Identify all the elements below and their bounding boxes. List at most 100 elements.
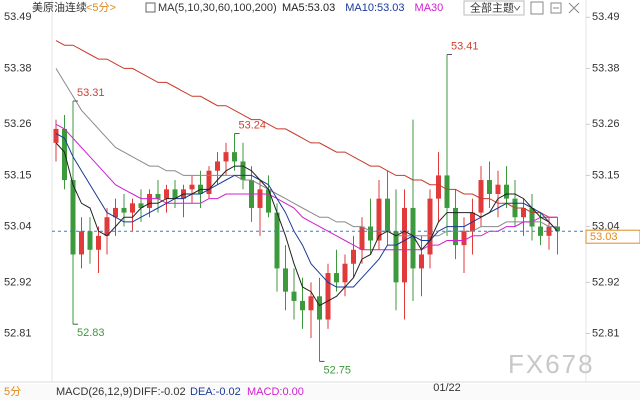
high-label: 53.24 [239,119,267,131]
candle-body [359,226,365,250]
candle-body [147,194,152,208]
symbol: 美原油连续 [32,0,87,14]
y-tick-label: 53.38 [4,62,32,74]
candle-body [223,152,229,162]
ma-line [55,68,558,237]
candle-body [410,207,416,269]
ma-line [55,133,558,288]
candle-body [461,231,467,246]
macd-value: MACD:0.00 [247,386,304,398]
candle-body [521,207,526,218]
y-tick-label-right: 53.04 [592,220,620,232]
candle-body [189,184,195,190]
theme-button-label[interactable]: 全部主题 [470,0,514,14]
candle-body [164,189,169,199]
y-tick-label-right: 52.81 [592,327,620,339]
high-label: 53.41 [451,40,479,52]
theme-button[interactable] [463,0,525,16]
legend-entry: MA10:53.03 [345,2,404,14]
y-tick-label-right: 53.15 [592,169,620,181]
candle-body [487,180,492,194]
y-tick-label-right: 53.38 [592,62,620,74]
candle-body [478,180,484,213]
high-label: 53.31 [77,87,105,99]
ma-line [55,123,558,251]
watermark: FX678 [508,349,595,379]
zoom-icon[interactable] [550,2,562,14]
candle-body [308,296,314,311]
candle-body [155,194,161,199]
x-tick-label: 01/22 [433,382,461,394]
candle-body [376,198,382,241]
candle-body [291,291,297,301]
settings-icon[interactable] [530,1,544,15]
y-tick-label: 53.04 [4,220,32,232]
low-label: 52.75 [324,364,352,376]
candle-body [240,161,246,181]
candle-body [317,296,322,320]
candle-body [334,273,339,283]
candle-body [130,203,135,213]
candle-body [172,189,178,199]
candle-body [53,128,59,143]
legend: MA5:53.03 MA10:53.03 MA30 [282,2,443,14]
candle-body [351,249,356,264]
ma-line [55,40,558,218]
candle-body [427,198,433,255]
macd-diff: DIFF:-0.02 [133,386,186,398]
period[interactable]: <5分> [86,1,116,14]
legend-entry: MA30 [415,2,444,14]
y-tick-label: 53.26 [4,118,32,130]
candle-body [87,231,93,250]
candle-body [274,212,280,269]
y-tick-label: 53.49 [4,11,32,23]
y-tick-label-right: 53.26 [592,118,620,130]
candle-body [266,189,271,213]
candle-body [138,203,144,208]
last-price-box [585,229,640,244]
candle-body [402,207,407,283]
y-tick-label: 52.92 [4,276,32,288]
candle-body [257,189,263,208]
candle-body [232,152,237,162]
y-tick-label-right: 52.92 [592,276,620,288]
candle-body [113,207,118,218]
legend-entry: MA5:53.03 [282,2,335,14]
candle-body [555,226,560,232]
candle-body [215,161,220,171]
candle-body [393,231,399,283]
candle-body [436,175,441,199]
candle-body [368,226,373,241]
candle-body [504,184,509,199]
footer-period[interactable]: 5分 [4,385,21,398]
candle-body [444,175,450,208]
candle-body [96,235,101,250]
candle-body [70,180,76,255]
candle-body [529,207,535,227]
candle-body [325,273,331,320]
candle-body [495,184,501,194]
candle-body [104,217,110,236]
candle-body [206,170,212,194]
candle-body [385,198,390,232]
candle-body [342,263,348,283]
y-tick-label: 52.81 [4,327,32,339]
candle-body [79,231,84,255]
footer-bar [0,384,640,400]
low-label: 52.83 [77,327,105,339]
candle-body [62,128,67,181]
ma-params: MA(5,10,30,60,100,200) [158,2,277,14]
dropdown-arrow [513,5,521,11]
candle-body [546,226,552,236]
y-tick-label: 53.15 [4,169,32,181]
ma-line [55,142,558,307]
candle-body [300,300,305,311]
close-icon[interactable] [568,2,580,14]
ma-icon[interactable] [145,2,156,13]
candle-body [283,268,288,292]
candle-body [121,207,127,213]
macd-dea: DEA:-0.02 [190,386,241,398]
y-tick-label-right: 53.49 [592,11,620,23]
macd-label: MACD(26,12,9) [56,386,132,398]
candle-body [419,254,424,269]
